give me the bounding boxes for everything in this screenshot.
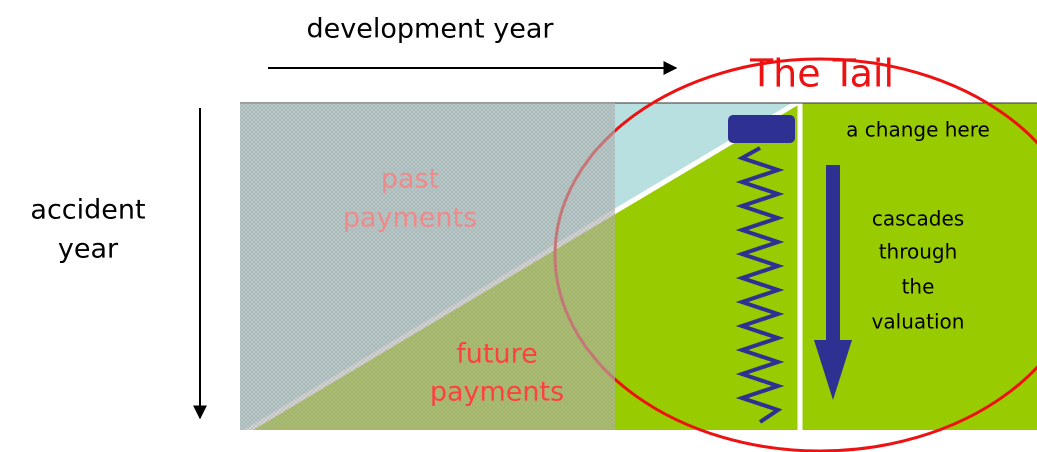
spring — [735, 146, 785, 424]
spring-cap — [728, 115, 795, 143]
past-label: past — [381, 164, 439, 195]
change-label: a change here — [846, 118, 990, 142]
left-label: year — [58, 234, 119, 265]
future-label: payments — [430, 377, 564, 408]
cascade-arrow — [814, 165, 852, 400]
left-label: accident — [30, 195, 145, 226]
cascade-label: the — [902, 275, 935, 299]
future-label: future — [456, 339, 537, 370]
cascade-label: valuation — [872, 310, 965, 334]
tail-label: The Tail — [749, 52, 894, 96]
cascade-label: cascades — [872, 207, 964, 231]
past-label: payments — [343, 203, 477, 234]
cascade-label: through — [879, 240, 958, 264]
top-label: development year — [307, 14, 555, 45]
past-overlay — [240, 103, 615, 430]
